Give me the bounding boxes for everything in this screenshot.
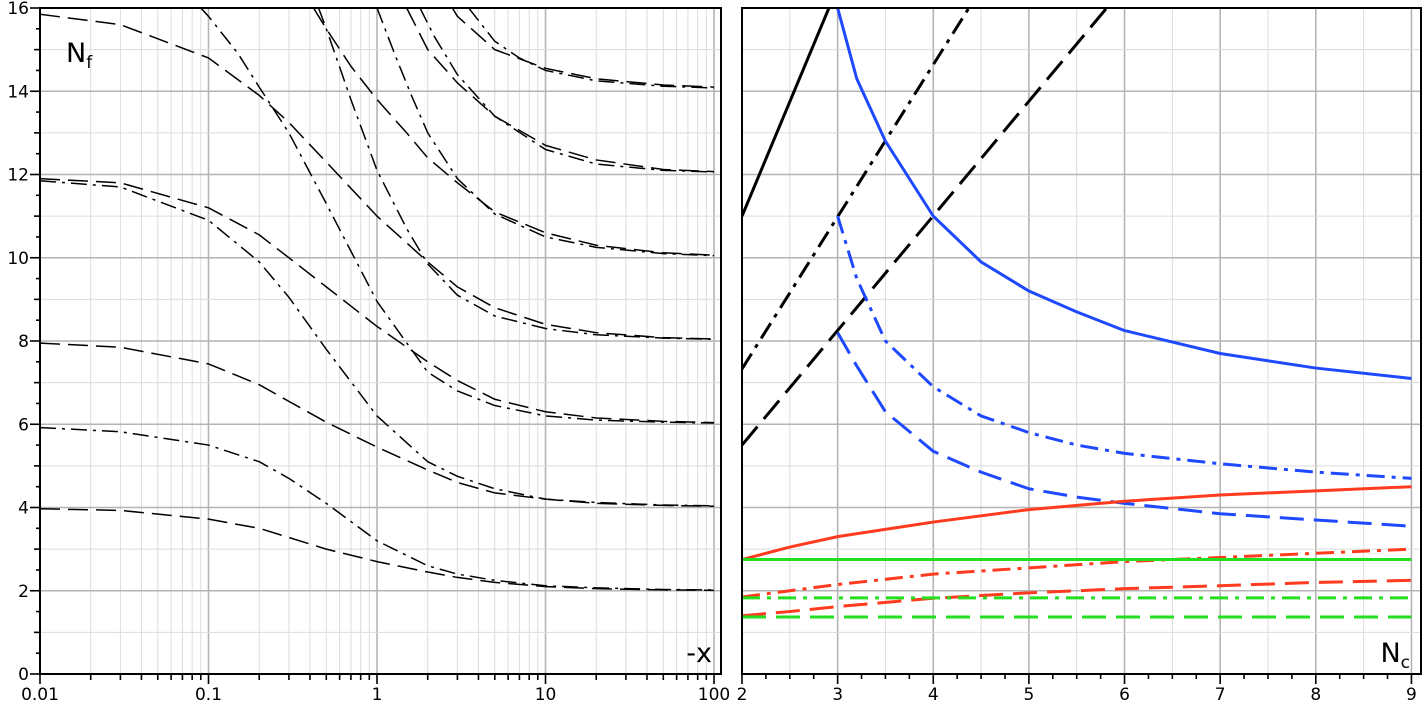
axis-ticks xyxy=(741,674,1413,684)
x-tick-label: 9 xyxy=(1406,685,1417,705)
y-tick-label: 12 xyxy=(7,166,29,186)
x-tick-label: 4 xyxy=(928,685,939,705)
y-axis-label: Nf xyxy=(66,38,93,73)
x-tick-label: 6 xyxy=(1119,685,1130,705)
y-tick-label: 10 xyxy=(7,249,29,269)
series-line-solid-0 xyxy=(742,8,831,217)
series-line-dash-12 xyxy=(406,8,715,173)
series-line-dashdot-5 xyxy=(419,8,715,173)
plot-frame xyxy=(741,7,1422,675)
series-line-dashdot-4 xyxy=(376,8,715,257)
x-tick-label: 0.01 xyxy=(21,685,59,705)
series-line-dashdot-7 xyxy=(742,547,1412,599)
x-tick-label: 100 xyxy=(698,685,730,705)
series-line-dash-10 xyxy=(40,13,715,340)
series-line-dashdot-1 xyxy=(742,8,971,370)
series-line-dash-8 xyxy=(742,578,1412,618)
x-tick-label: 0.1 xyxy=(195,685,222,705)
y-tick-label: 0 xyxy=(18,665,29,685)
left-panel-log-x: 0.01 0.1 1 10 100 0 2 4 6 8 10 12 14 16 Nf -x xyxy=(7,0,730,705)
y-tick-label: 2 xyxy=(18,582,29,602)
tick-labels: 2 3 4 5 6 7 8 9 xyxy=(737,685,1417,705)
tick-labels: 0.01 0.1 1 10 100 0 2 4 6 8 10 12 14 16 xyxy=(7,0,730,705)
series-line-dash-8 xyxy=(40,342,715,507)
series-line-dashdot-2 xyxy=(200,8,715,424)
plot-frame xyxy=(39,7,722,675)
series-line-dash-11 xyxy=(312,8,715,256)
series-line-dash-2 xyxy=(742,8,1109,447)
series-line-dash-13 xyxy=(451,8,715,88)
curves xyxy=(40,8,715,592)
y-tick-label: 6 xyxy=(18,415,29,435)
series-line-dash-9 xyxy=(40,177,715,424)
curves xyxy=(742,8,1412,619)
series-line-dash-5 xyxy=(836,331,1412,528)
x-axis-label: Nc xyxy=(1380,638,1410,673)
series-line-solid-6 xyxy=(742,485,1412,561)
x-tick-label: 8 xyxy=(1310,685,1321,705)
series-line-dashdot-1 xyxy=(40,179,715,507)
x-tick-label: 3 xyxy=(832,685,843,705)
y-tick-label: 16 xyxy=(7,0,29,19)
y-tick-label: 4 xyxy=(18,499,29,519)
x-tick-label: 7 xyxy=(1215,685,1226,705)
series-line-dash-7 xyxy=(40,508,715,592)
x-tick-label: 5 xyxy=(1023,685,1034,705)
series-line-dashdot-6 xyxy=(468,8,715,89)
series-line-dashdot-4 xyxy=(836,215,1412,480)
series-line-dashdot-0 xyxy=(40,426,715,591)
grid xyxy=(39,7,721,675)
series-line-dashdot-3 xyxy=(317,8,715,341)
series-line-solid-3 xyxy=(836,8,1412,380)
y-tick-label: 14 xyxy=(7,82,29,102)
x-axis-label: -x xyxy=(686,638,712,669)
axis-ticks xyxy=(30,7,715,684)
x-tick-label: 1 xyxy=(372,685,383,705)
x-tick-label: 2 xyxy=(737,685,748,705)
x-tick-label: 10 xyxy=(535,685,557,705)
y-tick-label: 8 xyxy=(18,332,29,352)
right-panel-nc: 2 3 4 5 6 7 8 9 Nc xyxy=(737,7,1422,705)
